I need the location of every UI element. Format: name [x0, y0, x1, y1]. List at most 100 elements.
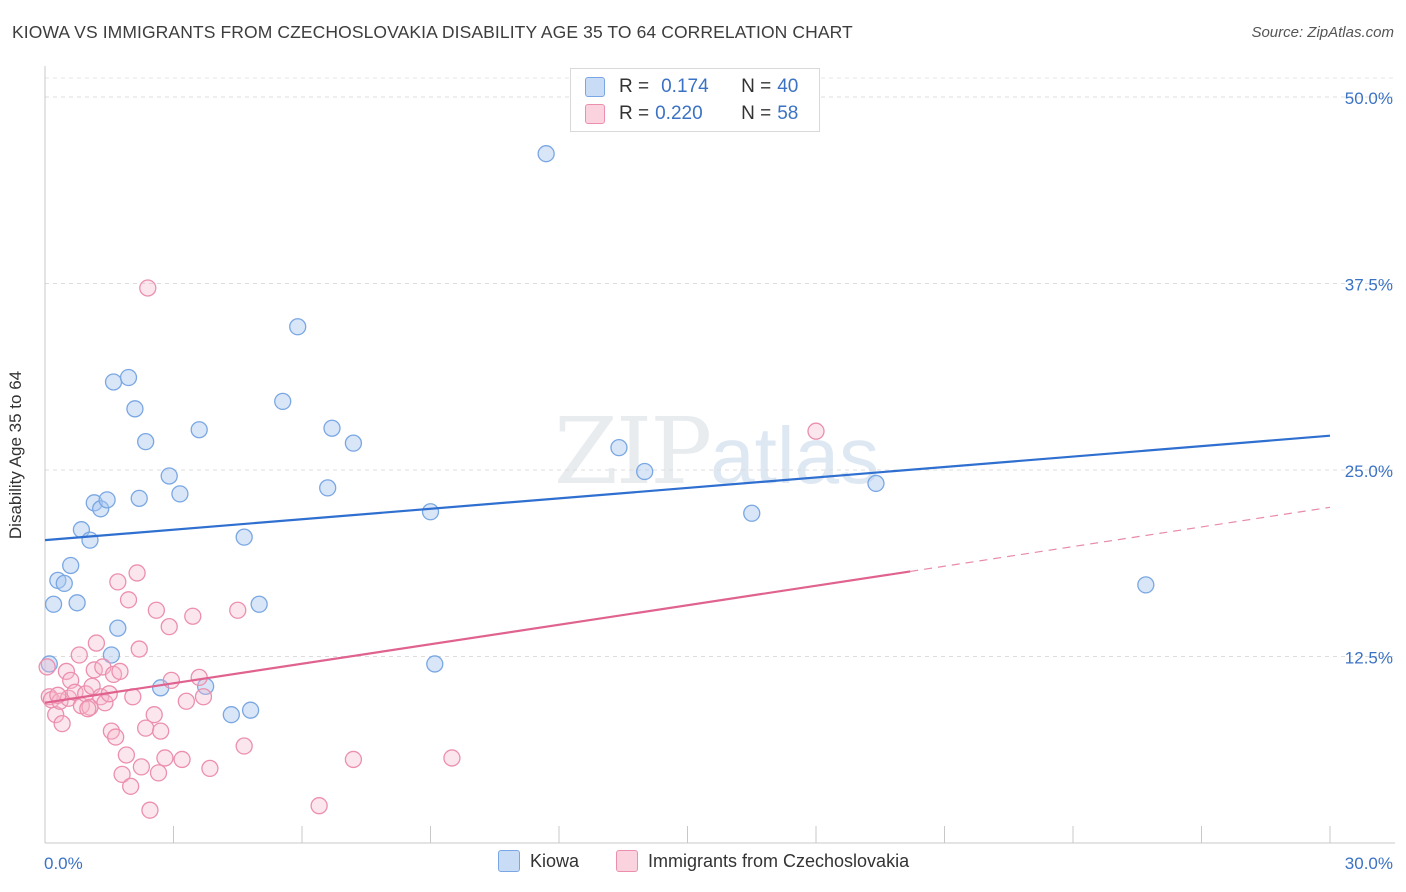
y-tick-label: 37.5% [1345, 276, 1393, 295]
kiowa-point [98, 491, 116, 509]
czechoslovakia-trend-extension [910, 506, 1331, 573]
kiowa-point [344, 434, 363, 452]
czechoslovakia-point [147, 601, 166, 619]
czechoslovakia-point [160, 618, 178, 636]
kiowa-point [81, 531, 99, 549]
kiowa-point [102, 646, 121, 664]
legend-r-value: 0.220 [655, 103, 703, 124]
legend-row-czechoslovakia: R = 0.220 N = 58 [585, 101, 798, 127]
kiowa-point [867, 474, 885, 493]
czechoslovakia-point [235, 737, 253, 755]
kiowa-point [537, 145, 555, 163]
legend-r-label: R = [619, 103, 650, 124]
kiowa-point [426, 655, 444, 673]
czechoslovakia-point [132, 758, 151, 776]
legend-label-czechoslovakia: Immigrants from Czechoslovakia [648, 850, 910, 871]
legend-r-value: 0.174 [661, 76, 709, 97]
kiowa-point [222, 706, 240, 724]
chart-title: KIOWA VS IMMIGRANTS FROM CZECHOSLOVAKIA … [12, 22, 853, 42]
kiowa-trend-line [44, 434, 1331, 542]
kiowa-point [636, 462, 654, 481]
kiowa-point [235, 528, 253, 546]
legend-row-kiowa: R = 0.174 N = 40 [585, 74, 798, 100]
czechoslovakia-point [344, 750, 363, 769]
czechoslovakia-point [57, 662, 76, 681]
kiowa-point [274, 392, 292, 411]
y-axis-label: Disability Age 35 to 64 [6, 370, 25, 540]
legend-label-kiowa: Kiowa [530, 850, 580, 871]
y-tick-label: 25.0% [1345, 462, 1393, 481]
legend-n-label: N = [741, 76, 772, 97]
kiowa-point [68, 594, 86, 612]
kiowa-point [85, 494, 103, 512]
legend-item-kiowa: Kiowa [498, 850, 579, 872]
czechoslovakia-point [173, 750, 191, 769]
czechoslovakia-point [151, 722, 170, 740]
correlation-legend: R = 0.174 N = 40 R = 0.220 N = 58 [570, 68, 820, 132]
kiowa-point [319, 479, 337, 497]
kiowa-point [323, 419, 341, 437]
legend-swatch-kiowa [498, 850, 520, 872]
czechoslovakia-point [156, 749, 174, 767]
czechoslovakia-point [201, 759, 219, 778]
czechoslovakia-point [194, 688, 213, 706]
kiowa-point [104, 373, 123, 391]
czechoslovakia-point [111, 662, 129, 681]
y-tick-label: 12.5% [1345, 649, 1393, 668]
kiowa-point [421, 503, 440, 521]
czechoslovakia-point [117, 746, 136, 764]
czechoslovakia-point [141, 801, 159, 819]
kiowa-point [44, 595, 63, 613]
czechoslovakia-point [177, 692, 196, 710]
kiowa-point [171, 485, 189, 503]
czechoslovakia-point [87, 634, 106, 652]
kiowa-point [289, 318, 307, 336]
kiowa-point [55, 574, 73, 593]
czechoslovakia-point [139, 279, 157, 297]
x-tick-label: 30.0% [1345, 854, 1393, 873]
kiowa-point [1137, 576, 1155, 594]
legend-n-label: N = [741, 103, 772, 124]
czechoslovakia-point [443, 749, 461, 767]
series-legend: Kiowa Immigrants from Czechoslovakia [0, 850, 1406, 878]
czechoslovakia-point [128, 564, 146, 582]
czechoslovakia-point [53, 714, 71, 733]
source-label: Source: ZipAtlas.com [1251, 24, 1394, 41]
czechoslovakia-point [162, 671, 181, 690]
czechoslovakia-point [145, 706, 163, 724]
czechoslovakia-point [190, 668, 208, 687]
czechoslovakia-point [107, 728, 125, 746]
kiowa-point [130, 489, 148, 507]
legend-item-czechoslovakia: Immigrants from Czechoslovakia [616, 850, 909, 872]
kiowa-point [743, 504, 761, 522]
legend-n-value: 40 [777, 76, 799, 97]
czechoslovakia-point [807, 422, 825, 440]
czechoslovakia-point [113, 765, 131, 784]
kiowa-point [137, 433, 155, 451]
kiowa-point [62, 556, 80, 575]
czechoslovakia-point [310, 797, 328, 815]
czechoslovakia-point [119, 591, 138, 609]
czechoslovakia-trend-line [44, 570, 911, 704]
legend-swatch-czechoslovakia [585, 104, 605, 124]
czechoslovakia-point [79, 700, 97, 718]
czechoslovakia-point [229, 601, 247, 619]
kiowa-point [126, 400, 144, 418]
y-tick-label: 50.0% [1345, 89, 1393, 108]
kiowa-point [40, 655, 58, 673]
kiowa-point [119, 368, 138, 387]
legend-n-value: 58 [777, 103, 799, 124]
kiowa-point [109, 619, 127, 637]
czechoslovakia-point [149, 764, 168, 782]
kiowa-point [92, 500, 110, 518]
czechoslovakia-point [38, 658, 56, 676]
legend-swatch-kiowa [585, 77, 605, 97]
legend-swatch-czechoslovakia [616, 850, 638, 872]
kiowa-point [241, 701, 260, 719]
kiowa-point [160, 467, 178, 485]
watermark-atlas: atlas [710, 411, 880, 500]
czechoslovakia-point [109, 573, 127, 591]
kiowa-point [250, 595, 268, 613]
kiowa-point [610, 438, 628, 457]
